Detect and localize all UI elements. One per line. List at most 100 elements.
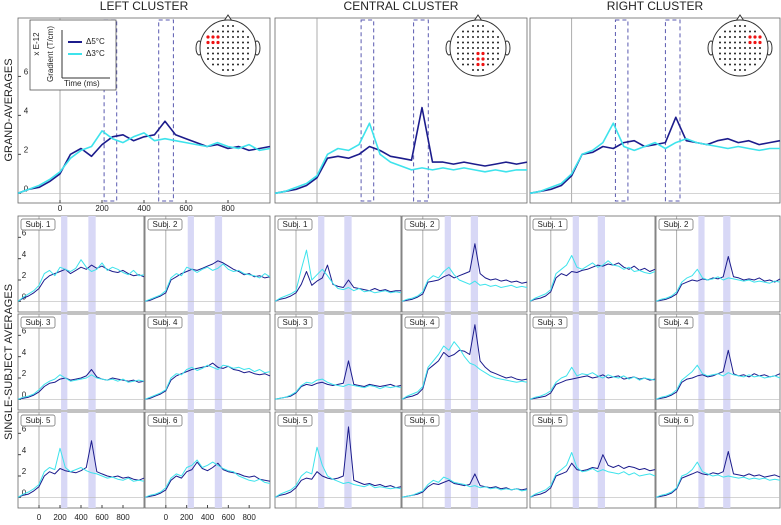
sensor [487,36,489,38]
y-tick-label: 0 [22,390,27,399]
sensor [729,36,731,38]
panel-frame [529,215,656,313]
sensor [472,63,474,66]
time-window [158,19,174,202]
sensor [467,47,469,49]
sensor [492,63,494,66]
y-tick-label: 4 [22,446,27,455]
series-line [17,447,145,498]
sensor [232,63,234,66]
panel: Subj. 4 [144,313,271,411]
sensor-selected [481,62,485,67]
sensor [247,58,249,60]
sensor [739,63,741,66]
panel: 0 2 4 6 0 200 400 600 800 Subj. 5 [17,411,145,522]
sensor [719,47,721,49]
panel: 0 200 400 600 800 Subj. 6 [144,411,271,522]
time-window [88,314,96,410]
y-tick-label: 0 [22,488,27,497]
sensor [734,36,736,38]
sensor [227,47,229,49]
sensor [232,58,234,60]
sensor [497,58,499,60]
series-line [274,122,527,195]
sensor [739,41,741,44]
subject-label-box [147,414,183,427]
y-tick-label: 6 [22,228,27,237]
sensor [467,52,469,55]
subject-label: Subj. 5 [283,416,308,425]
x-tick-label: 800 [116,513,130,522]
sensor-selected [211,35,215,39]
sensor [247,36,249,38]
subject-label: Subj. 2 [410,220,435,229]
panel: Subj. 3 [274,313,402,411]
sensor [744,30,746,33]
x-tick-label: 600 [222,513,236,522]
y-tick-label: 2 [22,369,27,378]
sensor-selected [481,51,485,56]
sensor [734,58,736,60]
sensor [739,30,741,33]
sensor [734,25,736,27]
series-line [401,324,528,400]
subject-label: Subj. 6 [410,416,435,425]
x-tick-label: 600 [179,204,193,213]
sensor [487,30,489,33]
series-line [401,473,528,498]
panel-title: RIGHT CLUSTER [607,0,704,13]
series-line [17,120,271,195]
y-unit: x E-12 [32,32,41,56]
series-line [17,130,271,195]
panel-frame [144,313,271,411]
row-label: SINGLE-SUBJECT AVERAGES [3,284,15,440]
sensor [497,52,499,55]
sensor [217,30,219,33]
subject-label: Subj. 3 [26,318,51,327]
sensor [247,47,249,49]
sensor [744,36,746,38]
sensor [207,47,209,49]
sensor [719,36,721,38]
panel-frame [529,313,656,411]
series-line [274,378,402,400]
time-window [572,314,579,410]
sensor [492,58,494,60]
sensor [227,58,229,60]
sensor [467,36,469,38]
sensor [472,69,474,71]
sensor [749,52,751,55]
sensor [232,41,234,44]
sensor [734,63,736,66]
sensor [739,69,741,71]
sensor [222,36,224,38]
series-line [655,268,781,302]
sensor [232,47,234,49]
sensor [232,52,234,55]
subject-label: Subj. 4 [153,318,178,327]
panel-frame [17,313,145,411]
sensor [232,30,234,33]
sensor [212,52,214,55]
sensor [237,41,239,44]
time-window [214,216,223,312]
panel-frame [274,411,402,509]
sensor [462,47,464,49]
x-tick-label: 200 [53,513,67,522]
time-window [597,216,605,312]
time-window [318,314,325,410]
time-window [470,412,479,508]
sensor [482,25,484,27]
series-line [274,264,401,302]
sensor [739,47,741,49]
sensor [222,41,224,44]
subject-label-box [147,218,183,231]
sensor [222,25,224,27]
subject-label: Subj. 3 [283,318,308,327]
sensor [749,63,751,66]
series-line [401,266,528,302]
sensor [227,30,229,33]
sensor [242,47,244,49]
sensor [232,69,234,71]
sensor [482,47,484,49]
